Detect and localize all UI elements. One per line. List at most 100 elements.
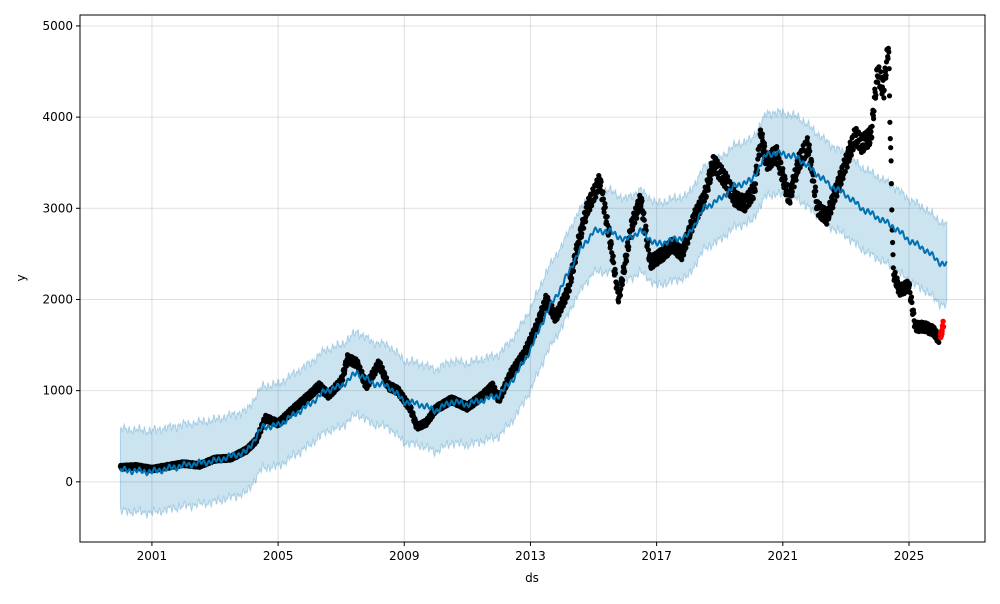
actual-point: [377, 360, 383, 366]
actual-point: [703, 193, 709, 199]
y-tick-label: 1000: [42, 384, 73, 398]
actual-point: [579, 231, 585, 237]
actual-point: [806, 142, 812, 148]
actual-point: [620, 277, 626, 283]
actual-point: [871, 116, 877, 122]
x-tick-label: 2017: [641, 549, 672, 563]
actual-point: [888, 181, 895, 187]
y-tick-label: 4000: [42, 110, 73, 124]
actual-point: [844, 164, 850, 170]
actual-point: [569, 275, 575, 281]
actual-point: [889, 207, 895, 213]
actual-point: [840, 176, 846, 182]
actual-point: [848, 152, 854, 158]
actual-point: [909, 299, 915, 306]
uncertainty-interval: [119, 107, 948, 519]
actual-point: [892, 269, 898, 275]
actual-point: [894, 278, 901, 284]
actual-point: [622, 268, 628, 274]
recent-points: [937, 318, 947, 341]
actual-point: [645, 247, 652, 253]
actual-point: [750, 196, 756, 202]
actual-point: [707, 176, 714, 183]
actual-point: [787, 200, 793, 206]
actual-point: [789, 189, 795, 195]
actual-point: [619, 282, 625, 288]
actual-point: [752, 181, 759, 187]
actual-point: [383, 375, 390, 381]
actual-point: [842, 169, 848, 175]
actual-point: [602, 204, 608, 210]
actual-point: [886, 93, 893, 99]
actual-point: [624, 252, 630, 258]
actual-point: [598, 179, 604, 185]
actual-point: [705, 187, 711, 193]
actual-point: [587, 207, 593, 213]
actual-point: [838, 181, 844, 187]
actual-point: [679, 257, 685, 263]
actual-point: [886, 66, 892, 72]
y-tick-label: 0: [65, 475, 73, 489]
actual-point: [604, 214, 610, 220]
actual-point: [615, 299, 622, 305]
actual-point: [828, 210, 834, 216]
actual-point: [782, 176, 788, 182]
actual-point: [641, 217, 647, 223]
actual-point: [791, 184, 797, 190]
actual-point: [612, 270, 619, 276]
x-tick-label: 2001: [137, 549, 168, 563]
actual-point: [793, 177, 799, 183]
actual-point: [610, 253, 616, 259]
actual-point: [593, 194, 599, 200]
actual-point: [811, 178, 817, 184]
actual-point: [538, 315, 544, 321]
recent-point: [941, 324, 947, 330]
actual-point: [878, 69, 884, 75]
actual-point: [789, 193, 795, 199]
actual-point: [600, 189, 606, 195]
x-tick-label: 2021: [768, 549, 799, 563]
actual-point: [600, 196, 607, 202]
actual-point: [618, 286, 624, 292]
actual-point: [608, 241, 614, 247]
actual-point: [759, 131, 766, 137]
actual-point: [883, 72, 889, 78]
actual-point: [907, 282, 913, 288]
actual-point: [762, 143, 768, 149]
grid: [80, 15, 985, 542]
plot-frame: [79, 14, 986, 543]
actual-point: [556, 312, 562, 318]
actual-point: [756, 153, 762, 159]
actual-point: [804, 135, 811, 141]
actual-point: [873, 92, 879, 98]
actual-point: [907, 289, 913, 296]
actual-point: [626, 244, 632, 250]
actual-point: [826, 214, 832, 220]
actual-point: [564, 294, 571, 300]
actual-point: [886, 49, 892, 55]
actual-point: [888, 145, 894, 151]
actual-point: [869, 123, 875, 129]
recent-point: [940, 318, 946, 324]
y-tick-label: 3000: [42, 201, 73, 215]
actual-point: [936, 339, 942, 345]
actual-point: [887, 136, 893, 142]
forecast-line: [119, 149, 948, 477]
actual-point: [752, 188, 758, 194]
actual-point: [357, 364, 363, 370]
actual-point: [683, 245, 689, 251]
actual-point: [850, 147, 856, 153]
actual-point: [632, 220, 638, 226]
x-tick-label: 2009: [389, 549, 420, 563]
actual-point: [832, 198, 838, 204]
actual-point: [612, 266, 618, 272]
actual-point: [911, 310, 917, 316]
actual-point: [681, 252, 687, 258]
actual-point: [342, 367, 348, 373]
actual-point: [340, 377, 346, 383]
actual-point: [757, 127, 764, 133]
actual-point: [890, 252, 896, 258]
actual-point: [890, 239, 896, 246]
actual-point: [623, 258, 630, 264]
actual-point: [908, 294, 915, 300]
